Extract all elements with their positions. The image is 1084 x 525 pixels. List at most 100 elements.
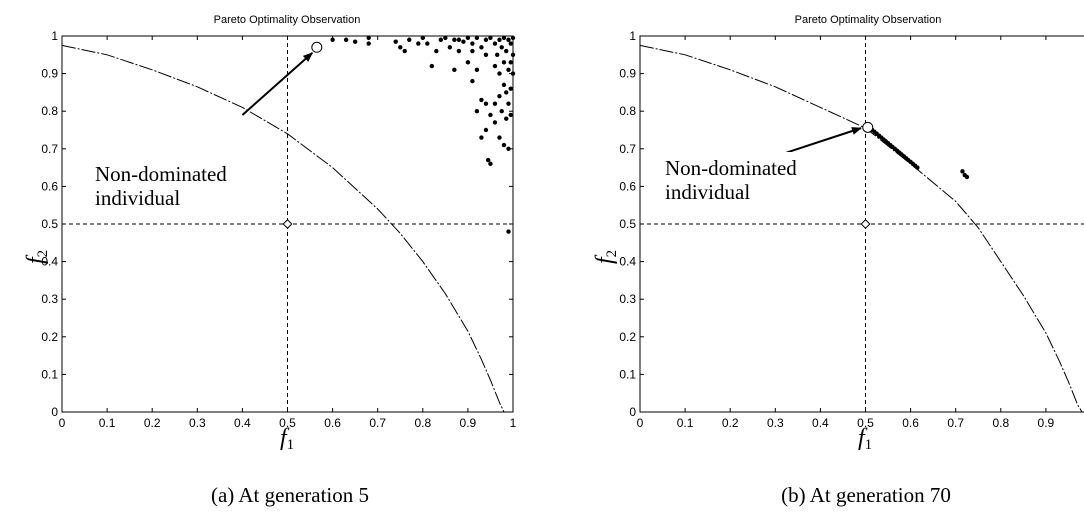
chart-a-point [499, 109, 504, 114]
chart-a-xtick-label: 0.3 [189, 416, 206, 430]
chart-a-point [474, 35, 480, 41]
chart-a-point [470, 78, 475, 84]
chart-b-ytick-label: 0.3 [619, 292, 636, 306]
chart-b-xtick-label: 0.1 [677, 416, 694, 430]
chart-a-ylabel: f2 [23, 250, 51, 264]
chart-a-point [452, 37, 457, 42]
chart-a-point [352, 39, 358, 44]
chart-b-xtick-label: 0.3 [767, 416, 784, 430]
chart-b-ytick-label: 0.1 [619, 367, 636, 381]
chart-a-point [366, 41, 371, 46]
chart-a-annotation-line2: individual [95, 186, 180, 210]
chart-a-point [501, 60, 507, 65]
chart-a-point [434, 48, 439, 54]
chart-b-reference-point [860, 219, 871, 229]
chart-a-xtick-label: 0.4 [234, 416, 251, 430]
chart-a-point [506, 67, 511, 73]
chart-a-xlabel: f1 [280, 425, 294, 453]
chart-a-point [488, 35, 493, 41]
chart-b-caption: (b) At generation 70 [781, 483, 951, 507]
chart-a-ytick-label: 0.7 [41, 142, 58, 156]
chart-a-point [504, 116, 509, 121]
chart-a-ytick-label: 0 [51, 405, 58, 419]
chart-b-ylabel: f2 [592, 250, 620, 264]
chart-b-xtick-label: 0.4 [812, 416, 829, 430]
chart-a-point [479, 97, 484, 103]
chart-a-point [506, 37, 511, 42]
chart-a-annotation-line1: Non-dominated [95, 162, 227, 186]
chart-b-xtick-label: 0.9 [1038, 416, 1055, 430]
chart-b-xtick-label: 0 [637, 416, 644, 430]
chart-a-point [416, 41, 421, 46]
chart-a-xtick-label: 0 [59, 416, 66, 430]
chart-b-pareto-front [639, 44, 1083, 413]
chart-b-ytick-label: 0 [629, 405, 636, 419]
chart-a-point [501, 142, 507, 148]
chart-a-point [456, 37, 462, 42]
chart-a-point [479, 45, 484, 50]
chart-a-ytick-label: 0.4 [41, 255, 58, 269]
chart-a-point [492, 101, 498, 106]
chart-a-non-dominated-marker [311, 41, 323, 53]
chart-a-annotation-bg [90, 160, 260, 212]
chart-a-point [465, 60, 471, 65]
chart-b-ytick-label: 0.6 [619, 179, 636, 193]
chart-b-ticks: 0 0.1 0.2 0.3 0.4 0.5 0.6 0.7 0.8 0.9 0 0.1 0.2 0.3 0.… [619, 29, 1055, 430]
chart-b-xtick-label: 0.6 [902, 416, 919, 430]
chart-a-point [508, 112, 513, 118]
chart-a-point [492, 63, 498, 69]
chart-a-point [479, 135, 484, 140]
chart-b-title: Pareto Optimality Observation [795, 14, 942, 26]
chart-a-xtick-label: 0.8 [414, 416, 431, 430]
chart-a-annotation-arrow [241, 52, 314, 116]
chart-a-point [483, 52, 489, 57]
chart-a-point [488, 112, 493, 118]
chart-a-point [510, 52, 516, 57]
chart-a-point [452, 67, 457, 73]
chart-a-point [497, 37, 502, 42]
chart-a-point [483, 127, 489, 133]
chart-a-point [497, 93, 502, 99]
chart-b-points [867, 125, 970, 180]
chart-a-point [429, 63, 435, 69]
chart-a-point [499, 45, 504, 50]
chart-a-ytick-label: 0.3 [41, 292, 58, 306]
chart-b-ytick-label: 0.2 [619, 330, 636, 344]
chart-a-point [510, 71, 516, 76]
chart-a-point [420, 35, 425, 41]
chart-a-point [470, 41, 475, 46]
chart-b-ytick-label: 1 [629, 29, 636, 43]
chart-a-point [447, 45, 453, 50]
chart-a-ytick-label: 0.8 [41, 104, 58, 118]
chart-a-xtick-label: 0.5 [279, 416, 296, 430]
chart-a: Pareto Optimality Observation 0 0.1 0.2 0.3… [23, 14, 517, 507]
chart-a-point [483, 37, 489, 42]
chart-a-point [492, 120, 498, 125]
chart-b-annotation-bg [660, 152, 828, 204]
chart-a-point [506, 101, 511, 106]
chart-a-point [504, 90, 509, 95]
chart-a-point [506, 229, 511, 234]
chart-a-point [497, 71, 502, 76]
chart-a-xtick-label: 1 [510, 416, 517, 430]
chart-a-point [495, 52, 500, 57]
chart-a-point [366, 35, 371, 41]
chart-a-reference-point [282, 219, 293, 229]
chart-a-point [461, 39, 466, 44]
chart-b-ytick-label: 0.8 [619, 104, 636, 118]
chart-a-point [497, 135, 502, 140]
chart-a-xtick-label: 0.7 [369, 416, 386, 430]
chart-a-point [407, 37, 412, 42]
chart-b: Pareto Optimality Observation 0 0.1 0.2 0.3… [592, 14, 1084, 507]
chart-a-point [456, 48, 462, 54]
chart-b-annotation-line2: individual [665, 180, 750, 204]
chart-a-point [485, 157, 491, 163]
chart-a-point [501, 82, 507, 88]
chart-a-ytick-label: 1 [51, 29, 58, 43]
chart-a-point [504, 48, 509, 54]
chart-a-point [483, 101, 489, 106]
chart-a-points [330, 35, 516, 234]
chart-a-point [488, 161, 493, 167]
chart-a-point [465, 35, 471, 41]
chart-a-point [438, 37, 444, 42]
